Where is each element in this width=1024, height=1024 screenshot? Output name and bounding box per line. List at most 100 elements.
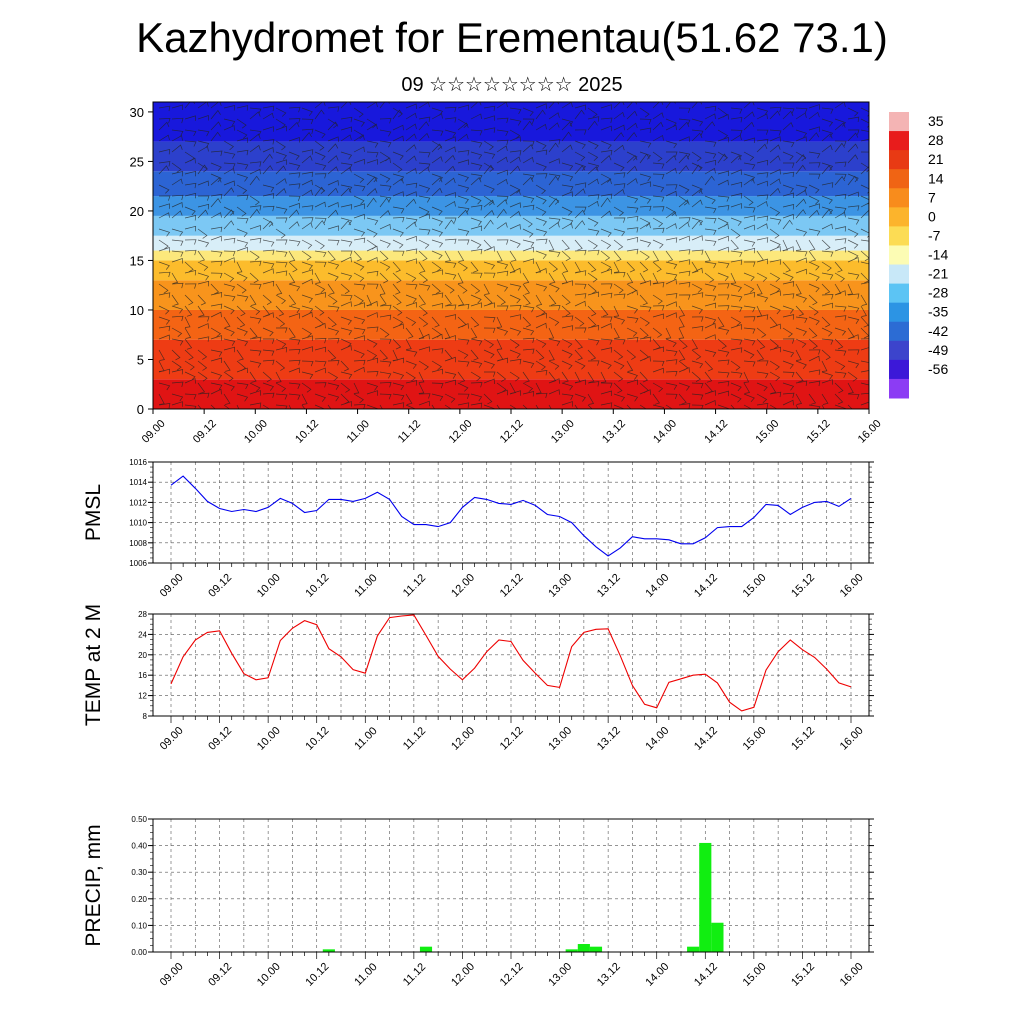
wind-barb [314,239,325,250]
wind-barb [561,121,573,131]
wind-barb [652,173,665,180]
wind-barb [444,294,452,306]
wind-barb [340,256,352,263]
wind-barb [171,327,183,337]
wind-barb [249,272,259,284]
temperature-band [153,171,869,197]
wind-barb [522,204,535,211]
wind-barb [496,169,508,176]
wind-barb [613,327,620,339]
wind-barb [496,208,507,219]
wind-barb [249,402,262,408]
wind-barb [626,132,637,142]
wind-barb [197,239,210,248]
wind-barb [548,175,559,186]
wind-barb [457,272,464,284]
wind-barb [821,327,833,337]
wind-barb [184,115,196,121]
wind-barb [600,268,612,275]
wind-barb [457,159,469,165]
wind-barb [743,382,751,394]
wind-barb [197,140,210,148]
x-tick-label: 15.12 [805,418,833,446]
wind-barb [834,305,847,312]
x-tick-label: 12.00 [447,418,475,446]
wind-barb [496,404,501,409]
wind-barb [561,280,573,286]
wind-barb [184,225,197,232]
wind-barb [665,327,672,339]
wind-barb [353,316,366,325]
wind-barb [262,359,275,366]
wind-barb [691,118,704,127]
wind-barb [548,261,558,272]
wind-barb [171,360,182,371]
wind-barb [236,184,248,194]
wind-barb [847,382,854,394]
wind-barb [821,294,834,300]
wind-barb [834,393,844,405]
wind-barb [522,239,535,247]
y-tick-label: 10 [130,303,144,318]
wind-barb [717,316,725,328]
wind-barb [457,323,469,329]
wind-barb [600,382,613,388]
wind-barb [587,120,598,131]
wind-barb [639,404,647,409]
wind-barb [236,149,249,156]
wind-barb [392,294,402,306]
wind-barb [574,349,583,361]
wind-barb [795,198,807,208]
wind-barb [444,146,456,153]
precip-bar [699,842,712,952]
wind-barb [327,305,340,312]
wind-barb [353,213,365,220]
wind-barb [587,381,600,387]
wind-barb [431,228,443,237]
wind-barb [691,325,704,332]
wind-barb [743,224,755,231]
wind-barb [730,283,742,292]
wind-barb [795,404,799,409]
wind-barb [470,177,482,186]
wind-barb [756,338,766,350]
x-tick-label: 15.12 [789,961,817,989]
wind-barb [171,194,184,201]
wind-barb [483,261,496,270]
wind-barb [717,305,730,311]
wind-barb [691,151,702,162]
wind-barbs [158,102,869,409]
wind-barb [457,303,470,310]
wind-barb [405,248,418,254]
wind-barb [743,371,750,383]
wind-barb [314,201,326,208]
wind-barb [717,205,730,211]
wind-barb [574,165,586,175]
wind-barb [860,118,869,128]
wind-barb [704,302,716,309]
wind-barb [379,393,392,400]
wind-barb [353,134,365,142]
wind-barb [808,404,821,409]
wind-barb [236,162,249,170]
wind-barb [210,109,221,120]
wind-barb [392,283,401,295]
wind-barb [626,215,639,222]
wind-barb [561,162,574,171]
wind-barb [652,404,665,409]
wind-barb [717,235,729,242]
wind-barb [197,261,209,271]
wind-barb [613,188,625,197]
wind-barb [639,140,652,148]
y-tick-label: 0 [137,402,144,417]
wind-barb [301,404,306,409]
wind-barb [288,250,296,262]
wind-barb [288,338,301,345]
wind-barb [158,325,171,332]
wind-barb [783,162,795,168]
wind-barb [249,111,261,120]
wind-barb [691,220,703,230]
wind-barb [860,305,867,317]
wind-barb [353,272,365,282]
wind-barb [587,140,599,150]
